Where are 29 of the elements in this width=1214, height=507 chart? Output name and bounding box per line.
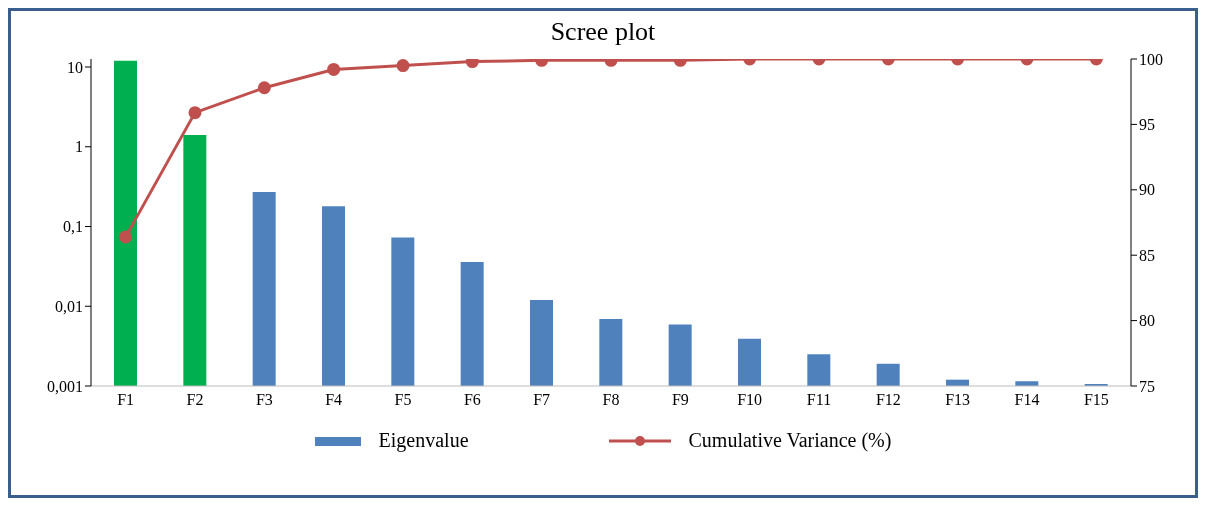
y-tick-label: 0,001	[47, 377, 83, 395]
y2-tick-label: 80	[1139, 312, 1155, 330]
x-tick-label: F3	[255, 391, 273, 409]
x-tick-label: F9	[671, 391, 689, 409]
x-tick-label: F7	[533, 391, 551, 409]
x-tick-label: F5	[394, 391, 412, 409]
x-tick-label: F15	[1083, 391, 1109, 409]
y-tick-label: 0,01	[55, 297, 83, 315]
x-tick-label: F8	[602, 391, 620, 409]
x-tick-label: F2	[186, 391, 204, 409]
y2-tick-label: 85	[1139, 246, 1155, 264]
y2-tick-label: 100	[1139, 50, 1163, 68]
y2-tick-label: 75	[1139, 377, 1155, 395]
x-tick-label: F13	[945, 391, 971, 409]
chart-title: Scree plot	[549, 17, 657, 47]
y-tick-label: 10	[67, 58, 83, 76]
legend-label: Cumulative Variance (%)	[688, 429, 892, 452]
x-tick-label: F1	[117, 391, 135, 409]
x-tick-label: F10	[737, 391, 763, 409]
x-tick-label: F14	[1014, 391, 1040, 409]
x-tick-label: F11	[806, 391, 832, 409]
y-tick-label: 1	[75, 138, 83, 156]
x-tick-label: F4	[325, 391, 343, 409]
y-tick-label: 0,1	[63, 218, 83, 236]
x-tick-label: F12	[875, 391, 901, 409]
y2-tick-label: 95	[1139, 116, 1155, 134]
legend-label: Eigenvalue	[378, 429, 469, 452]
y2-tick-label: 90	[1139, 181, 1155, 199]
x-tick-label: F6	[463, 391, 481, 409]
